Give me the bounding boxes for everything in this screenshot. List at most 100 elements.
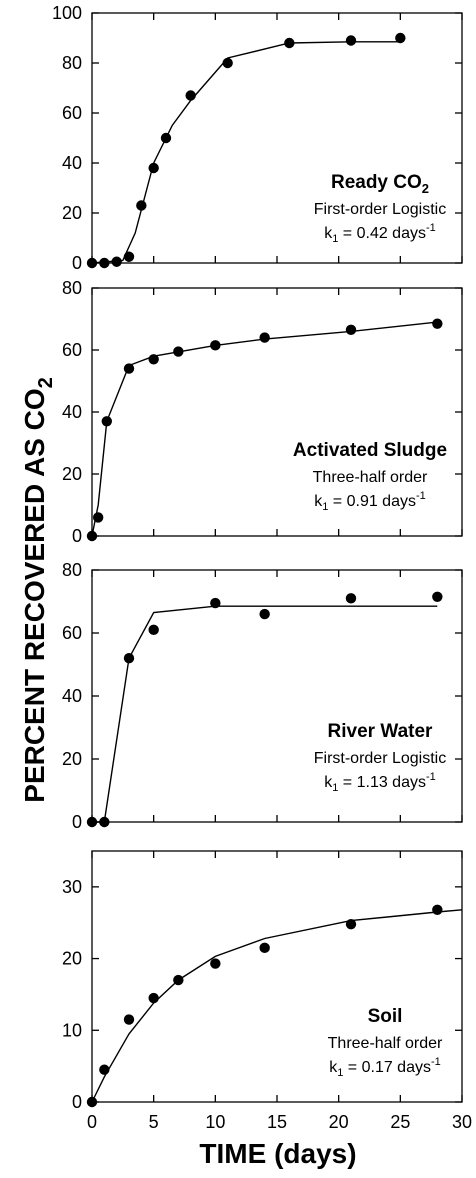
annotation-sample-name: Ready CO2 bbox=[331, 172, 429, 196]
data-point bbox=[148, 992, 159, 1004]
y-tick-label: 10 bbox=[62, 1020, 82, 1040]
annotation-model: First-order Logistic bbox=[314, 750, 446, 767]
data-point bbox=[259, 608, 270, 620]
data-point bbox=[92, 512, 104, 523]
y-tick-label: 20 bbox=[62, 203, 82, 223]
annotation-sample-name-main: River Water bbox=[328, 721, 433, 742]
data-point bbox=[173, 974, 184, 986]
annotation-rate-value: = 0.42 days bbox=[338, 225, 426, 242]
data-point bbox=[99, 1064, 110, 1075]
data-point bbox=[86, 816, 98, 828]
y-tick-label: 100 bbox=[52, 3, 82, 23]
y-tick-label: 40 bbox=[62, 402, 82, 422]
data-point bbox=[173, 346, 184, 357]
data-point bbox=[345, 593, 357, 604]
x-tick-label: 5 bbox=[149, 1112, 159, 1132]
data-point bbox=[432, 904, 443, 916]
data-point bbox=[148, 624, 159, 636]
data-point bbox=[86, 1096, 98, 1108]
annotation-rate-superscript: -1 bbox=[426, 771, 436, 783]
data-point bbox=[99, 816, 110, 828]
chart-panel-4: 0 10 20 30 0 5 10 15 20 25 30 Soil Three-half order k… bbox=[62, 850, 472, 1132]
y-tick-label: 60 bbox=[62, 340, 82, 360]
data-point bbox=[395, 32, 406, 44]
annotation-rate-symbol: k bbox=[324, 225, 333, 242]
annotation-sample-name-main: Soil bbox=[368, 1006, 403, 1027]
y-axis-title-subscript: 2 bbox=[35, 377, 57, 388]
annotation-sample-name: Activated Sludge bbox=[293, 440, 447, 461]
data-point bbox=[185, 90, 196, 101]
y-tick-label: 20 bbox=[62, 949, 82, 969]
annotation-rate-superscript: -1 bbox=[416, 490, 426, 502]
annotation-sample-name: Soil bbox=[368, 1006, 403, 1027]
chart-panel-2: 0 20 40 60 80 Activated Sludge Three-half orde… bbox=[62, 278, 463, 546]
data-point bbox=[136, 200, 147, 211]
annotation-sample-name-main: Ready CO bbox=[331, 172, 422, 193]
annotation-rate-value: = 0.17 days bbox=[343, 1059, 431, 1076]
data-point bbox=[259, 332, 270, 343]
annotation-rate: k1 = 1.13 days-1 bbox=[324, 771, 436, 794]
data-point bbox=[210, 597, 221, 609]
y-tick-label: 0 bbox=[72, 526, 82, 546]
data-point bbox=[259, 942, 270, 954]
y-tick-label: 40 bbox=[62, 153, 82, 173]
y-tick-label: 0 bbox=[72, 253, 82, 273]
data-point bbox=[148, 354, 159, 365]
data-point bbox=[284, 37, 295, 49]
annotation-model: First-order Logistic bbox=[314, 201, 446, 218]
data-point bbox=[160, 132, 172, 144]
data-point bbox=[123, 363, 135, 374]
annotation-sample-name-subscript: 2 bbox=[422, 181, 429, 196]
annotation-sample-name-main: Activated Sludge bbox=[293, 440, 447, 461]
y-tick-label: 60 bbox=[62, 623, 82, 643]
annotation-rate-superscript: -1 bbox=[426, 222, 436, 234]
annotation-rate-superscript: -1 bbox=[431, 1056, 441, 1068]
y-tick-label: 60 bbox=[62, 103, 82, 123]
data-point bbox=[345, 35, 357, 46]
annotation-rate: k1 = 0.42 days-1 bbox=[324, 222, 436, 245]
annotation-rate: k1 = 0.17 days-1 bbox=[329, 1056, 441, 1079]
y-tick-label: 80 bbox=[62, 560, 82, 580]
y-tick-label: 40 bbox=[62, 686, 82, 706]
data-point bbox=[123, 251, 135, 262]
y-tick-label: 80 bbox=[62, 53, 82, 73]
data-point bbox=[123, 1014, 135, 1025]
annotation-rate-subscript: 1 bbox=[332, 233, 338, 245]
annotation-sample-name: River Water bbox=[328, 721, 433, 742]
annotation-rate-symbol: k bbox=[324, 774, 333, 791]
data-point bbox=[210, 340, 221, 351]
annotation-model: Three-half order bbox=[328, 1035, 443, 1052]
annotation-rate-subscript: 1 bbox=[337, 1067, 343, 1079]
data-point bbox=[86, 257, 98, 269]
annotation-rate-subscript: 1 bbox=[322, 501, 328, 513]
x-tick-label: 15 bbox=[267, 1112, 287, 1132]
chart-panel-3: 0 20 40 60 80 River Water First-order Logistic… bbox=[62, 560, 463, 832]
annotation-rate: k1 = 0.91 days-1 bbox=[314, 490, 426, 513]
fit-curve bbox=[91, 909, 463, 1103]
annotation-rate-value: = 1.13 days bbox=[338, 774, 426, 791]
annotation-rate-symbol: k bbox=[329, 1059, 338, 1076]
y-tick-label: 0 bbox=[72, 1092, 82, 1112]
data-point bbox=[432, 591, 443, 602]
annotation-rate-value: = 0.91 days bbox=[328, 493, 416, 510]
y-tick-label: 0 bbox=[72, 812, 82, 832]
data-point bbox=[86, 530, 98, 542]
annotation-model: Three-half order bbox=[313, 469, 428, 486]
x-axis-title: TIME (days) bbox=[199, 1138, 356, 1169]
y-tick-label: 80 bbox=[62, 278, 82, 298]
y-tick-label: 20 bbox=[62, 464, 82, 484]
x-tick-label: 30 bbox=[452, 1112, 472, 1132]
data-point bbox=[432, 318, 443, 329]
fit-curve bbox=[91, 41, 401, 264]
data-point bbox=[123, 653, 135, 664]
y-axis-title: PERCENT RECOVERED AS CO2 bbox=[19, 377, 57, 802]
x-tick-label: 0 bbox=[87, 1112, 97, 1132]
annotation-rate-subscript: 1 bbox=[332, 782, 338, 794]
data-point bbox=[345, 918, 357, 930]
y-axis-title-main: PERCENT RECOVERED AS CO bbox=[19, 388, 50, 802]
x-tick-label: 10 bbox=[205, 1112, 225, 1132]
chart-panel-1: 0 20 40 60 80 100 Ready CO2 First-order Logisti… bbox=[52, 3, 463, 273]
data-point bbox=[101, 416, 113, 427]
